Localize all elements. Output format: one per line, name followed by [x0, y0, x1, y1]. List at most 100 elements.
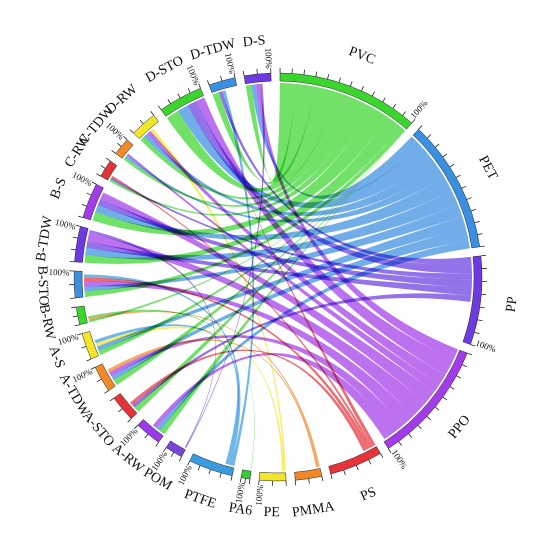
segment-arc-a-sto[interactable]: [113, 393, 138, 420]
tick-mark: [139, 119, 144, 125]
segment-label-ps: PS: [358, 485, 378, 505]
tick-mark: [233, 72, 236, 78]
tick-mark: [117, 142, 122, 147]
segment-label-b-s: B-S: [48, 176, 70, 202]
segment-arc-pom[interactable]: [165, 440, 186, 458]
tick-mark: [198, 83, 201, 89]
segment-label-d-sto: D-STO: [143, 53, 186, 86]
segment-arc-a-s[interactable]: [81, 331, 99, 360]
segment-arc-pvc[interactable]: [279, 72, 413, 130]
tick-mark: [470, 209, 476, 212]
tick-mark: [177, 93, 181, 99]
segment-label-pmma: PMMA: [291, 499, 336, 520]
tick-mark: [411, 118, 416, 124]
percent-label: 100%: [48, 267, 70, 278]
tick-mark: [474, 331, 480, 334]
segment-arc-b-rw[interactable]: [75, 305, 88, 326]
tick-mark: [303, 69, 305, 75]
segment-arc-c-rw[interactable]: [100, 160, 118, 181]
tick-mark: [382, 97, 386, 103]
tick-mark: [104, 390, 109, 394]
tick-mark: [150, 111, 155, 116]
tick-mark: [418, 125, 423, 130]
segment-arc-ps[interactable]: [328, 446, 381, 475]
tick-mark: [308, 478, 310, 484]
segment-arc-d-s[interactable]: [243, 72, 272, 85]
segment-arc-pet[interactable]: [412, 128, 481, 249]
percent-label: 100%: [149, 449, 169, 472]
segment-arc-b-tdw[interactable]: [74, 226, 89, 263]
segment-arc-pe[interactable]: [258, 471, 287, 482]
tick-mark: [477, 233, 483, 236]
tick-mark: [70, 297, 76, 299]
tick-mark: [187, 88, 191, 94]
tick-mark: [368, 459, 372, 465]
segment-arc-pa6[interactable]: [240, 469, 252, 480]
segment-arc-ptfe[interactable]: [189, 453, 235, 477]
ribbon-pvc-b-s: [92, 106, 388, 236]
percent-label: 100%: [71, 170, 95, 189]
tick-mark: [163, 447, 167, 452]
tick-mark: [338, 77, 341, 83]
tick-mark: [207, 80, 210, 86]
ribbon-pvc-d-sto: [166, 86, 339, 192]
tick-mark: [81, 346, 87, 349]
tick-mark: [144, 433, 149, 439]
segment-arc-d-tdw[interactable]: [208, 77, 238, 93]
segment-label-pe: PE: [263, 505, 280, 520]
ribbon-pvc-d-rw: [140, 92, 351, 200]
tick-mark: [477, 319, 483, 322]
ribbon-pet-d-s: [251, 84, 421, 199]
tick-mark: [398, 441, 402, 446]
segment-arc-d-rw[interactable]: [133, 114, 159, 140]
ribbon-layer: [84, 83, 472, 471]
segment-arc-b-sto[interactable]: [73, 270, 84, 299]
tick-mark: [71, 306, 77, 309]
tick-mark: [371, 91, 375, 97]
segment-arc-c-tdw[interactable]: [115, 139, 134, 159]
segment-arc-a-tdw[interactable]: [94, 363, 116, 391]
tick-mark: [220, 75, 223, 81]
tick-mark: [74, 324, 80, 327]
tick-mark: [81, 204, 87, 207]
segment-label-b-sto: B-STO: [34, 265, 50, 306]
ribbon-pvc-d-tdw: [212, 83, 316, 184]
percent-label: 100%: [118, 426, 140, 448]
segment-arc-b-s[interactable]: [82, 183, 104, 221]
tick-mark: [127, 418, 132, 423]
tick-mark: [426, 134, 432, 139]
tick-mark: [248, 479, 251, 485]
tick-mark: [449, 386, 455, 390]
tick-mark: [75, 224, 81, 227]
segment-arc-pp[interactable]: [462, 255, 483, 345]
tick-mark: [72, 236, 78, 239]
segment-arc-ppo[interactable]: [383, 349, 468, 449]
tick-mark: [100, 165, 106, 169]
ribbon-pp-b-tdw: [86, 241, 472, 296]
ribbon-ppo-b-s: [100, 192, 435, 404]
tick-mark: [239, 477, 242, 483]
tick-mark: [72, 315, 78, 318]
tick-mark: [426, 416, 431, 421]
tick-mark: [86, 192, 92, 196]
tick-mark: [402, 111, 406, 116]
tick-mark: [455, 174, 461, 178]
tick-mark: [449, 163, 455, 168]
segment-label-pa6: PA6: [228, 500, 254, 519]
segment-arc-d-sto[interactable]: [160, 87, 204, 117]
segment-arc-pmma[interactable]: [294, 468, 323, 481]
tick-mark: [109, 397, 115, 402]
tick-mark: [408, 433, 413, 438]
tick-mark: [167, 99, 171, 104]
segment-arc-a-rw[interactable]: [137, 419, 164, 443]
ribbon-ppo-b-sto: [84, 281, 414, 426]
segment-label-ppo: PPO: [446, 413, 474, 442]
tick-mark: [105, 157, 111, 162]
tick-mark: [187, 460, 191, 466]
tick-mark: [111, 150, 116, 154]
tick-mark: [361, 86, 364, 92]
tick-mark: [219, 472, 222, 478]
ribbon-pvc-a-rw: [159, 130, 406, 435]
tick-mark: [244, 478, 246, 484]
